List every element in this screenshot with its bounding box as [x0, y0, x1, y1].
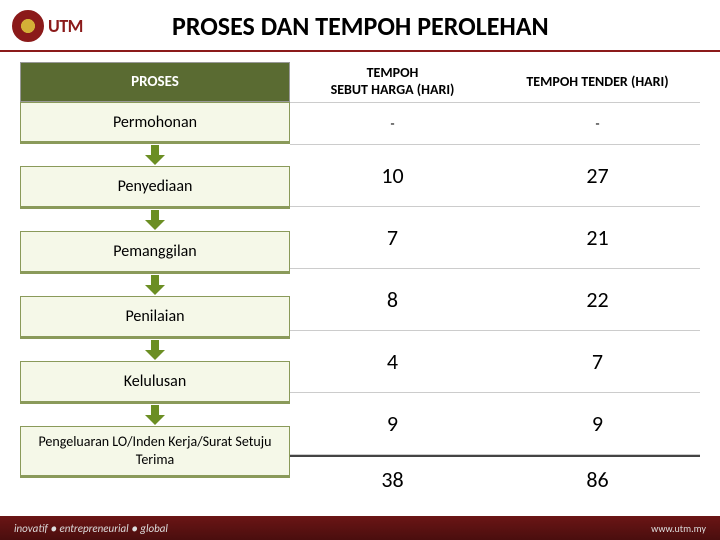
- header: UTM PROSES DAN TEMPOH PEROLEHAN: [0, 0, 720, 48]
- tender-column: TEMPOH TENDER (HARI) -27212279 86: [495, 62, 700, 495]
- arrow-down-icon: [20, 274, 290, 296]
- data-cell: 7: [290, 207, 495, 269]
- arrow-down-icon: [20, 339, 290, 361]
- data-cell: 22: [495, 269, 700, 331]
- data-cell: 10: [290, 145, 495, 207]
- harga-header: TEMPOHSEBUT HARGA (HARI): [290, 62, 495, 103]
- process-step: Penyediaan: [20, 166, 290, 209]
- tender-header: TEMPOH TENDER (HARI): [495, 62, 700, 103]
- arrow-down-icon: [20, 404, 290, 426]
- data-cell: 27: [495, 145, 700, 207]
- harga-column: TEMPOHSEBUT HARGA (HARI) -107849 38: [290, 62, 495, 495]
- data-columns: TEMPOHSEBUT HARGA (HARI) -107849 38 TEMP…: [290, 62, 700, 495]
- footer-url: www.utm.my: [651, 522, 706, 535]
- tender-total: 86: [495, 455, 700, 495]
- page-title: PROSES DAN TEMPOH PEROLEHAN: [152, 10, 708, 42]
- footer-tagline: inovatif ● entrepreneurial ● global: [14, 522, 168, 535]
- process-step: Penilaian: [20, 296, 290, 339]
- data-cell: 8: [290, 269, 495, 331]
- data-cell: 7: [495, 331, 700, 393]
- data-cell: -: [290, 103, 495, 145]
- footer: inovatif ● entrepreneurial ● global www.…: [0, 516, 720, 540]
- data-cell: 21: [495, 207, 700, 269]
- arrow-down-icon: [20, 209, 290, 231]
- data-cell: 4: [290, 331, 495, 393]
- logo-text: UTM: [48, 15, 83, 37]
- data-cell: 9: [495, 393, 700, 455]
- data-cell: 9: [290, 393, 495, 455]
- arrow-down-icon: [20, 144, 290, 166]
- table-region: PROSES Permohonan Penyediaan Pemanggilan Pe…: [0, 62, 720, 495]
- process-step: Kelulusan: [20, 361, 290, 404]
- header-divider: [0, 50, 720, 52]
- process-column: PROSES Permohonan Penyediaan Pemanggilan Pe…: [20, 62, 290, 495]
- process-step: Pengeluaran LO/Inden Kerja/Surat Setuju …: [20, 426, 290, 478]
- process-step: Pemanggilan: [20, 231, 290, 274]
- utm-logo: UTM: [12, 8, 152, 44]
- data-cell: -: [495, 103, 700, 145]
- harga-total: 38: [290, 455, 495, 495]
- process-step: Permohonan: [20, 102, 290, 144]
- process-header: PROSES: [20, 62, 290, 102]
- logo-emblem-icon: [12, 10, 44, 42]
